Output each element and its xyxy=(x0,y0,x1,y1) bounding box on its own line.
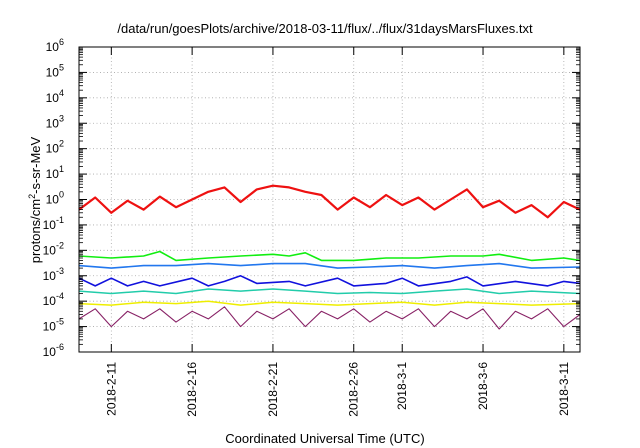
y-tick-label: 104 xyxy=(46,88,64,105)
y-tick-label: 103 xyxy=(46,113,64,130)
plot-series xyxy=(78,184,581,330)
x-tick-labels: 2018-2-11 2018-2-16 2018-2-21 2018-2-26 2018… xyxy=(104,362,571,417)
x-tick-label: 2018-2-16 xyxy=(185,362,199,417)
y-tick-label: 10-3 xyxy=(43,266,64,283)
series-line-4 xyxy=(78,275,581,287)
series-line-3 xyxy=(78,262,581,269)
grid-lines xyxy=(79,47,580,352)
series-line-6 xyxy=(78,300,581,306)
x-tick-label: 2018-2-26 xyxy=(347,362,361,417)
y-tick-label: 10-2 xyxy=(43,240,64,257)
series-line-7 xyxy=(78,306,581,330)
x-tick-label: 2018-2-21 xyxy=(266,362,280,417)
x-tick-label: 2018-3-6 xyxy=(476,362,490,410)
plot-frame xyxy=(78,46,581,353)
y-tick-label: 10-6 xyxy=(43,342,64,359)
series-line-2 xyxy=(78,250,581,262)
chart-title: /data/run/goesPlots/archive/2018-03-11/f… xyxy=(117,21,533,36)
y-tick-label: 10-1 xyxy=(43,215,64,232)
y-tick-label: 10-5 xyxy=(43,317,64,334)
series-line-5 xyxy=(78,288,581,295)
y-tick-label: 100 xyxy=(46,190,64,207)
x-axis-label: Coordinated Universal Time (UTC) xyxy=(225,431,424,446)
y-tick-label: 10-4 xyxy=(43,291,64,308)
x-tick-label: 2018-2-11 xyxy=(104,362,118,416)
y-tick-label: 101 xyxy=(46,164,64,181)
y-tick-labels: 10-6 10-5 10-4 10-3 10-2 10-1 100 101 102 103 104 1… xyxy=(43,37,64,359)
series-line-1 xyxy=(78,184,581,219)
y-axis-label: protons/cm2-s-sr-MeV xyxy=(27,136,43,263)
x-tick-label: 2018-3-1 xyxy=(395,362,409,410)
y-tick-label: 102 xyxy=(46,139,64,156)
x-tick-label: 2018-3-11 xyxy=(557,362,571,416)
y-tick-label: 106 xyxy=(46,37,64,54)
y-tick-label: 105 xyxy=(46,62,64,79)
axis-ticks xyxy=(79,46,580,353)
